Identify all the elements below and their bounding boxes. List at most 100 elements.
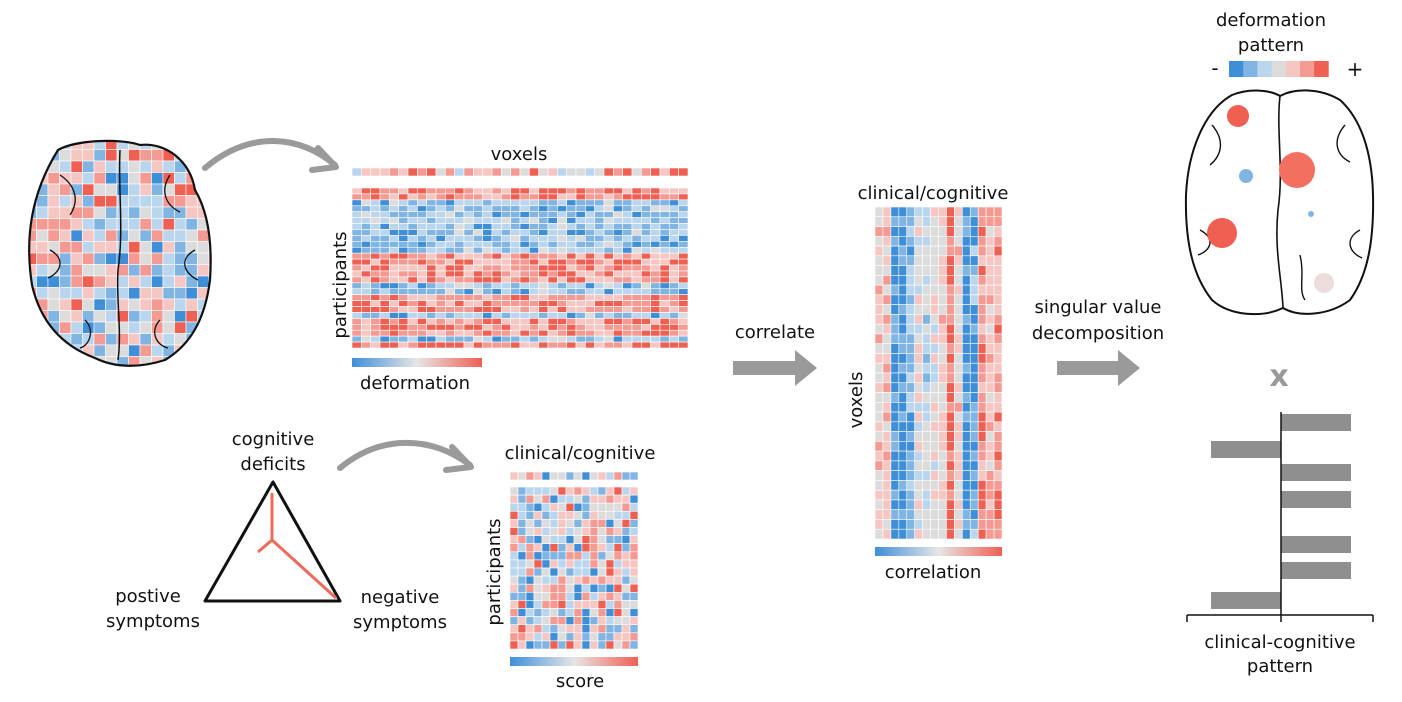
- heatmap-cell: [597, 535, 607, 544]
- heatmap-cell: [922, 294, 931, 305]
- heatmap-cell: [482, 276, 493, 284]
- heatmap-cell: [597, 567, 607, 577]
- heatmap-cell: [151, 252, 164, 265]
- heatmap-cell: [116, 241, 129, 254]
- heatmap-cell: [370, 264, 381, 272]
- heatmap-cell: [954, 255, 963, 266]
- heatmap-cell: [985, 235, 995, 247]
- heatmap-cell: [573, 575, 583, 585]
- heatmap-cell: [538, 258, 549, 266]
- heatmap-cell: [47, 183, 60, 196]
- scale-swatch: [1229, 61, 1244, 77]
- heatmap-cell: [565, 575, 575, 585]
- heatmap-cell: [445, 205, 455, 213]
- heatmap-cell: [566, 235, 577, 242]
- heatmap-cell: [631, 306, 642, 313]
- heatmap-cell: [389, 329, 399, 337]
- heatmap-cell: [379, 246, 390, 254]
- heatmap-cell: [435, 235, 446, 242]
- heatmap-cell: [370, 241, 381, 248]
- heatmap-cell: [641, 312, 651, 319]
- heatmap-cell: [565, 551, 575, 561]
- heatmap-cell: [549, 527, 559, 536]
- heatmap-cell: [491, 235, 502, 242]
- heatmap-cell: [581, 616, 591, 625]
- heatmap-cell: [509, 583, 519, 593]
- heatmap-cell: [541, 624, 551, 634]
- heatmap-cell: [954, 265, 963, 276]
- heatmap-cell: [993, 255, 1003, 266]
- heatmap-cell: [594, 235, 605, 242]
- heatmap-cell: [473, 167, 483, 177]
- heatmap-cell: [659, 318, 670, 325]
- heatmap-cell: [541, 640, 551, 650]
- heatmap-cell: [185, 206, 198, 219]
- heatmap-cell: [589, 591, 599, 601]
- heatmap-cell: [491, 205, 502, 213]
- heatmap-cell: [417, 294, 427, 301]
- heatmap-cell: [641, 341, 651, 349]
- heatmap-cell: [473, 306, 483, 313]
- heatmap-cell: [473, 258, 483, 266]
- heatmap-cell: [597, 559, 607, 569]
- heatmap-cell: [93, 160, 106, 173]
- heatmap-cell: [361, 258, 371, 266]
- heatmap-cell: [890, 235, 900, 247]
- heatmap-cell: [501, 270, 511, 278]
- heatmap-cell: [650, 205, 661, 213]
- heatmap-cell: [585, 258, 595, 266]
- heatmap-cell: [659, 306, 670, 313]
- heatmap-cell: [631, 270, 642, 278]
- bar-5: [1281, 536, 1351, 553]
- heatmap-cell: [454, 300, 465, 307]
- heatmap-cell: [585, 193, 595, 201]
- negative-symptoms-label-1: negative: [361, 587, 440, 608]
- heatmap-cell: [389, 294, 399, 301]
- heatmap-cell: [501, 167, 511, 177]
- heatmap-cell: [669, 235, 679, 242]
- deformation-label: deformation: [360, 373, 470, 394]
- heatmap-cell: [621, 616, 631, 625]
- heatmap-cell: [946, 441, 955, 452]
- heatmap-cell: [898, 255, 908, 266]
- heatmap-cell: [491, 258, 502, 266]
- heatmap-cell: [906, 216, 915, 227]
- heatmap-cell: [594, 294, 605, 301]
- heatmap-cell: [59, 344, 72, 357]
- heatmap-cell: [541, 600, 551, 609]
- heatmap-cell: [938, 411, 947, 423]
- heatmap-cell: [510, 264, 521, 272]
- heatmap-cell: [906, 441, 915, 452]
- heatmap-cell: [993, 323, 1003, 335]
- heatmap-cell: [613, 551, 623, 561]
- heatmap-cell: [603, 235, 614, 242]
- heatmap-cell: [613, 229, 623, 236]
- heatmap-cell: [597, 543, 607, 553]
- brain-outline-2: [1184, 89, 1375, 316]
- heatmap-cell: [954, 362, 963, 374]
- heatmap-cell: [930, 431, 939, 442]
- heatmap-cell: [538, 205, 549, 213]
- heatmap-cell: [525, 510, 535, 520]
- heatmap-cell: [549, 471, 559, 481]
- heatmap-cell: [70, 356, 83, 366]
- heatmap-cell: [898, 411, 908, 423]
- heatmap-cell: [594, 312, 605, 319]
- heatmap-cell: [659, 323, 670, 331]
- heatmap-cell: [581, 527, 591, 536]
- heatmap-cell: [208, 310, 211, 323]
- heatmap-cell: [594, 241, 605, 248]
- heatmap-cell: [370, 223, 381, 230]
- heatmap-cell: [954, 509, 963, 520]
- heatmap-cell: [914, 450, 923, 462]
- heatmap-cell: [613, 471, 623, 481]
- heatmap-cell: [882, 343, 892, 354]
- heatmap-cell: [93, 310, 106, 323]
- heatmap-cell: [969, 382, 979, 393]
- heatmap-cell: [370, 229, 381, 236]
- heatmap-cell: [509, 486, 519, 496]
- heatmap-cell: [541, 583, 551, 593]
- heatmap-cell: [529, 312, 539, 319]
- heatmap-cell: [898, 382, 908, 393]
